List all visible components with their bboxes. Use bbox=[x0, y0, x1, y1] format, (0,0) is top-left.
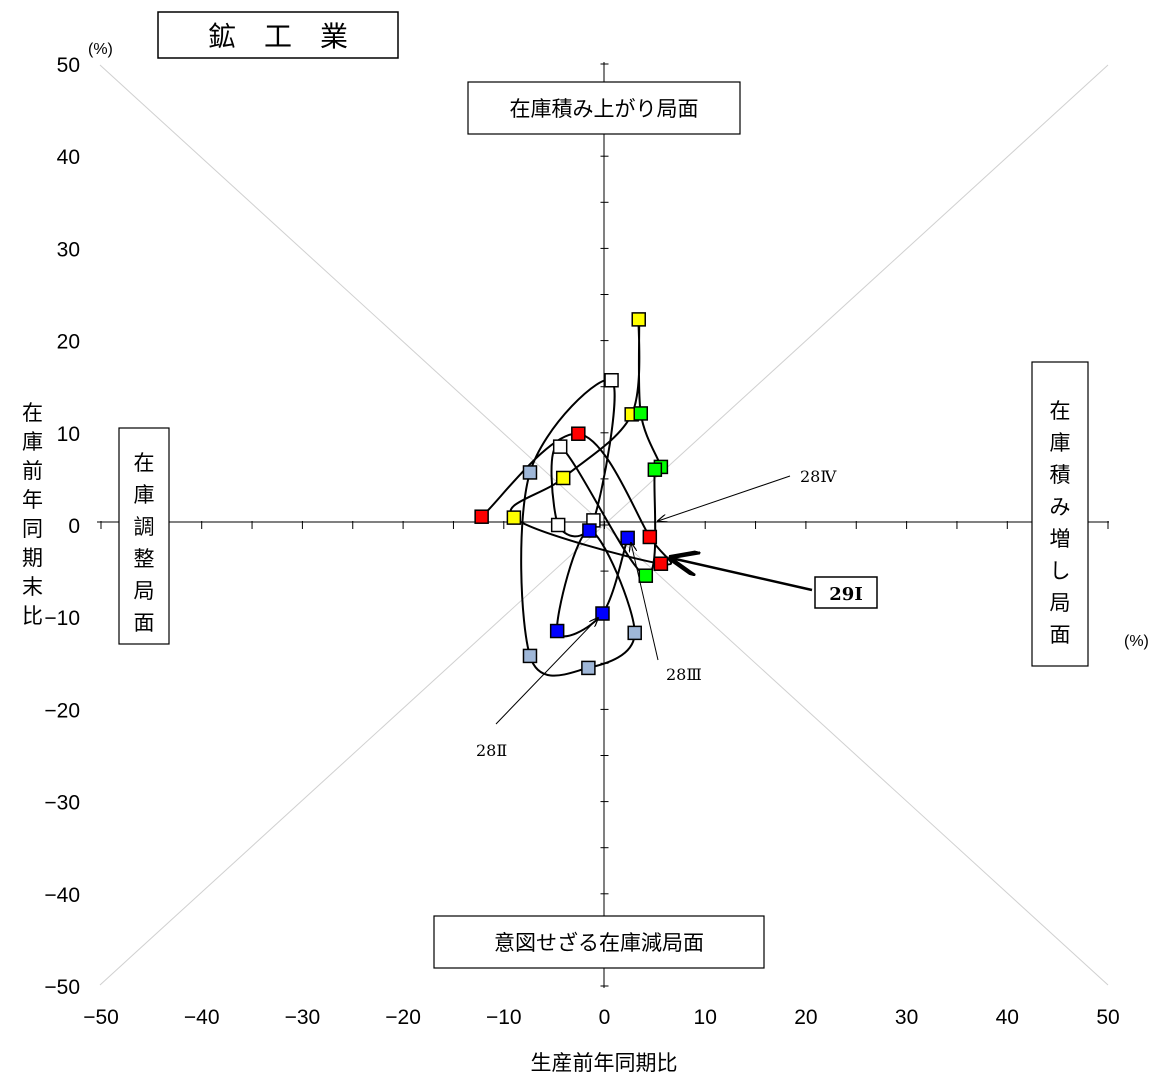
y-axis-title: 在庫前年同期末比 bbox=[22, 401, 43, 628]
data-point bbox=[638, 568, 654, 583]
arrow-28IV bbox=[658, 475, 791, 521]
y-tick-label: 30 bbox=[57, 238, 80, 261]
annotation-28III: 28Ⅲ bbox=[666, 665, 702, 684]
data-point bbox=[647, 462, 663, 477]
y-tick-label: 50 bbox=[57, 54, 80, 77]
y-tick-label: −20 bbox=[44, 699, 80, 722]
y-axis-tick-labels: 50 40 30 20 10 0 −10 −20 −30 −40 −50 bbox=[44, 54, 80, 999]
data-point bbox=[522, 465, 538, 480]
annotation-29I-frame bbox=[814, 576, 878, 609]
y-tick-label: 10 bbox=[57, 423, 80, 446]
annotation-28IV: 28Ⅳ bbox=[800, 467, 837, 486]
data-point bbox=[474, 509, 489, 524]
chart-title-frame bbox=[157, 11, 399, 59]
y-axis-ticks bbox=[600, 63, 609, 987]
y-tick-label: −40 bbox=[44, 884, 80, 907]
y-tick-label: −10 bbox=[44, 607, 80, 630]
data-point bbox=[642, 529, 658, 545]
quadrant-label-bottom-frame bbox=[433, 915, 765, 969]
data-point bbox=[653, 556, 669, 571]
data-point bbox=[506, 510, 522, 525]
x-tick-label: 0 bbox=[599, 1006, 611, 1029]
x-tick-label: −50 bbox=[83, 1006, 119, 1029]
quadrant-label-bottom: 意図せざる在庫減局面 bbox=[433, 915, 765, 969]
x-tick-label: 30 bbox=[895, 1006, 918, 1029]
arrow-28II bbox=[495, 618, 598, 725]
y-tick-label: 40 bbox=[57, 146, 80, 169]
data-point bbox=[582, 523, 597, 538]
data-point bbox=[620, 530, 635, 546]
quadrant-label-left-frame bbox=[118, 427, 170, 645]
x-tick-label: −30 bbox=[285, 1006, 321, 1029]
series-trajectory-line bbox=[480, 318, 673, 677]
x-tick-label: 50 bbox=[1096, 1006, 1119, 1029]
data-point bbox=[571, 426, 586, 441]
y-tick-label: −30 bbox=[44, 792, 80, 815]
data-point bbox=[631, 312, 646, 327]
data-point bbox=[549, 623, 565, 639]
data-point bbox=[555, 470, 571, 486]
x-tick-label: −10 bbox=[486, 1006, 522, 1029]
x-tick-label: −40 bbox=[184, 1006, 220, 1029]
annotation-arrows bbox=[495, 475, 813, 725]
data-point bbox=[522, 648, 538, 664]
x-tick-label: 20 bbox=[794, 1006, 817, 1029]
x-tick-label: 10 bbox=[694, 1006, 717, 1029]
data-point bbox=[627, 625, 642, 641]
data-point bbox=[633, 406, 649, 421]
data-point bbox=[604, 372, 619, 388]
x-axis-title: 生産前年同期比 bbox=[531, 1051, 678, 1075]
quadrant-label-left-text: 在庫調整局面 bbox=[134, 451, 155, 635]
arrow-28III bbox=[631, 543, 659, 661]
quadrant-label-bottom-text: 意図せざる在庫減局面 bbox=[494, 931, 704, 955]
annotation-29I-box: 29Ⅰ bbox=[814, 576, 878, 609]
annotation-29I: 29Ⅰ bbox=[829, 584, 862, 605]
quadrant-label-right-frame bbox=[1031, 361, 1089, 667]
y-tick-label: 20 bbox=[57, 331, 80, 354]
chart-title: 鉱 工 業 bbox=[208, 20, 348, 53]
quadrant-label-top: 在庫積み上がり局面 bbox=[467, 81, 741, 135]
quadrant-label-right: 在庫積み増し局面 bbox=[1031, 361, 1089, 667]
data-point bbox=[581, 660, 596, 676]
data-point bbox=[552, 439, 568, 454]
data-point bbox=[550, 517, 566, 533]
quadrant-label-top-frame bbox=[467, 81, 741, 135]
x-unit-label: (%) bbox=[1124, 633, 1149, 650]
arrow-29I bbox=[671, 558, 813, 592]
quadrant-label-top-text: 在庫積み上がり局面 bbox=[510, 97, 699, 121]
chart-title-box: 鉱 工 業 bbox=[157, 11, 399, 59]
x-tick-label: 40 bbox=[996, 1006, 1019, 1029]
y-tick-label: 0 bbox=[68, 515, 80, 538]
quadrant-label-left: 在庫調整局面 bbox=[118, 427, 170, 645]
x-axis-tick-labels: −50 −40 −30 −20 −10 0 10 20 30 40 50 bbox=[83, 1006, 1119, 1029]
y-tick-label: −50 bbox=[44, 976, 80, 999]
y-unit-label: (%) bbox=[88, 41, 113, 58]
quadrant-label-right-text: 在庫積み増し局面 bbox=[1050, 399, 1071, 647]
annotation-28II: 28Ⅱ bbox=[476, 741, 507, 760]
x-tick-label: −20 bbox=[385, 1006, 421, 1029]
